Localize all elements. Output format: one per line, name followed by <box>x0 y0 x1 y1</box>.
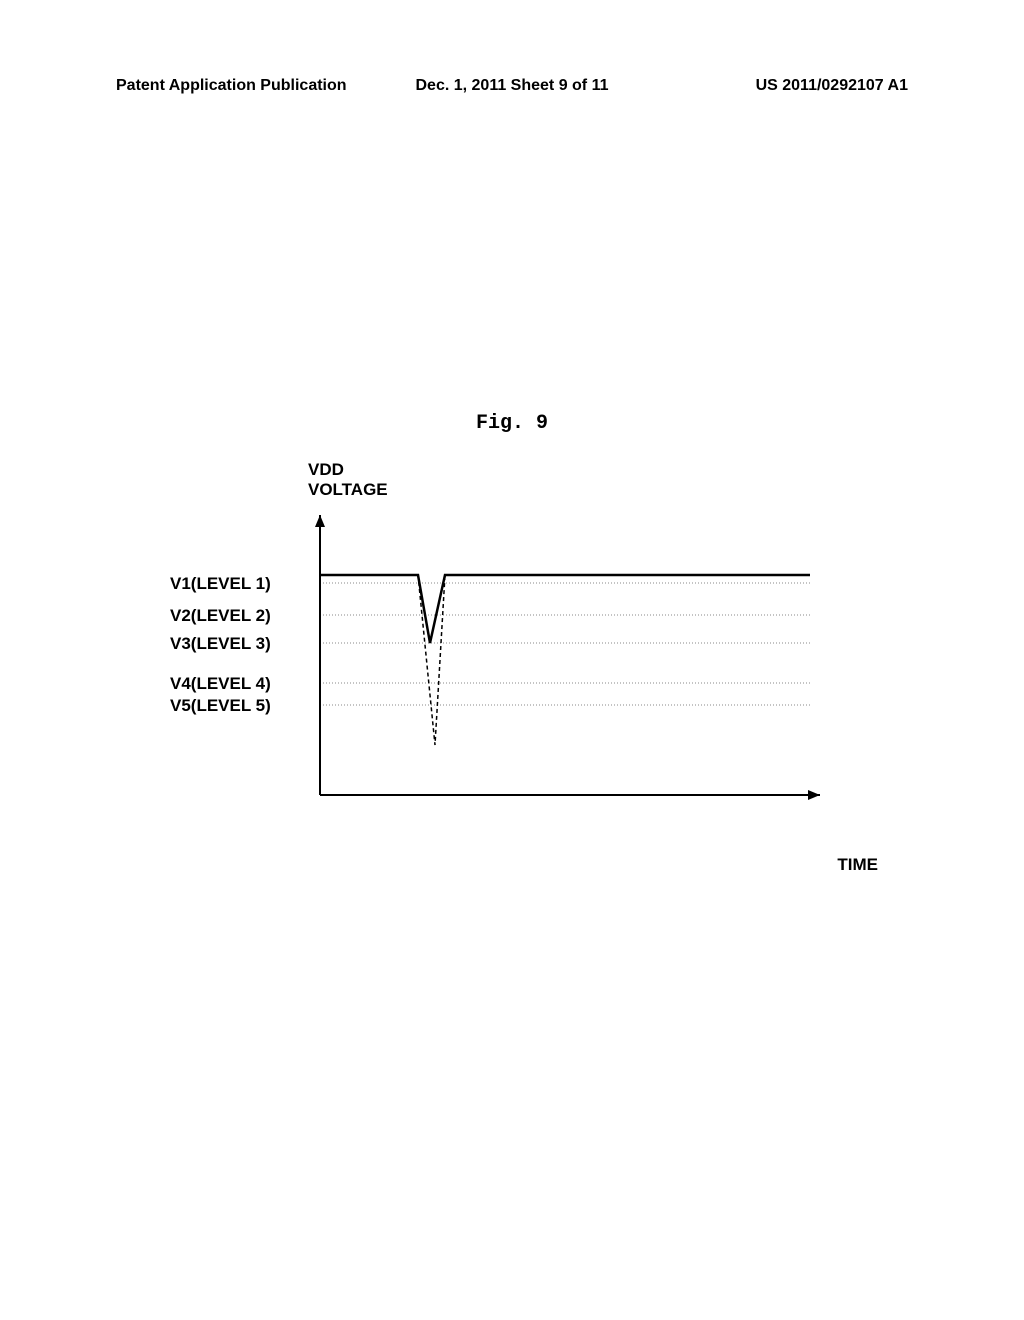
level-label-1: V1(LEVEL 1) <box>170 575 271 592</box>
header-date-sheet: Dec. 1, 2011 Sheet 9 of 11 <box>380 77 644 95</box>
y-axis-label: VDD VOLTAGE <box>308 460 388 501</box>
header-patent-number: US 2011/0292107 A1 <box>644 77 908 95</box>
level-label-4: V4(LEVEL 4) <box>170 675 271 692</box>
chart-svg <box>300 505 830 815</box>
level-label-2: V2(LEVEL 2) <box>170 607 271 624</box>
level-label-5: V5(LEVEL 5) <box>170 697 271 714</box>
x-axis-label: TIME <box>837 855 878 875</box>
y-axis-label-line2: VOLTAGE <box>308 480 388 500</box>
page-header: Patent Application Publication Dec. 1, 2… <box>0 77 1024 95</box>
y-axis-arrow-icon <box>315 515 325 527</box>
voltage-solid-curve <box>320 575 810 643</box>
header-publication-label: Patent Application Publication <box>116 77 380 95</box>
y-axis-label-line1: VDD <box>308 460 388 480</box>
figure-label: Fig. 9 <box>476 412 548 435</box>
level-label-3: V3(LEVEL 3) <box>170 635 271 652</box>
voltage-time-chart: VDD VOLTAGE V1(LEVEL 1) V2(LEVEL 2) V3(LEV… <box>170 460 870 860</box>
x-axis-arrow-icon <box>808 790 820 800</box>
